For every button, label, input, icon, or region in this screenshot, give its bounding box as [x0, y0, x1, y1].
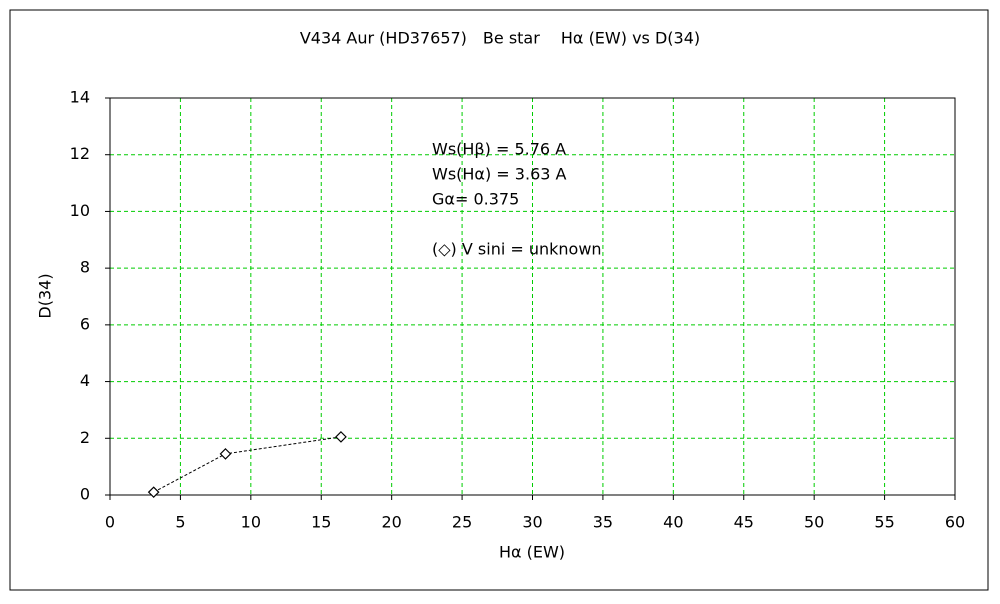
x-tick-label: 45	[734, 513, 754, 532]
annotation: Ws(Hβ) = 5.76 A	[432, 140, 566, 159]
data-point	[147, 486, 160, 499]
data-point	[335, 431, 347, 443]
x-tick-label: 15	[311, 513, 331, 532]
x-tick-label: 35	[593, 513, 613, 532]
data-point	[219, 448, 232, 460]
y-tick-label: 4	[80, 371, 90, 390]
y-tick-label: 14	[70, 88, 90, 107]
x-tick-label: 0	[105, 513, 115, 532]
x-tick-label: 60	[945, 513, 965, 532]
annotation: Ws(Hα) = 3.63 A	[432, 165, 567, 184]
y-tick-label: 0	[80, 485, 90, 504]
x-tick-label: 25	[452, 513, 472, 532]
annotation: (◇) V sini = unknown	[432, 240, 602, 259]
y-tick-label: 6	[80, 314, 90, 333]
annotation: Gα= 0.375	[432, 190, 519, 209]
plot-border	[109, 97, 956, 496]
y-tick-label: 12	[70, 144, 90, 163]
x-tick-label: 40	[663, 513, 683, 532]
chart-title: V434 Aur (HD37657) Be star Hα (EW) vs D(…	[300, 29, 700, 48]
y-tick-label: 2	[80, 428, 90, 447]
x-tick-label: 5	[175, 513, 185, 532]
x-axis-label: Hα (EW)	[499, 543, 565, 562]
x-tick-label: 50	[804, 513, 824, 532]
x-tick-label: 30	[522, 513, 542, 532]
x-tick-label: 10	[241, 513, 261, 532]
x-tick-label: 20	[381, 513, 401, 532]
chart-frame	[9, 9, 989, 591]
y-tick-label: 8	[80, 258, 90, 277]
x-tick-label: 55	[874, 513, 894, 532]
y-tick-label: 10	[70, 201, 90, 220]
y-axis-label: D(34)	[36, 273, 55, 318]
